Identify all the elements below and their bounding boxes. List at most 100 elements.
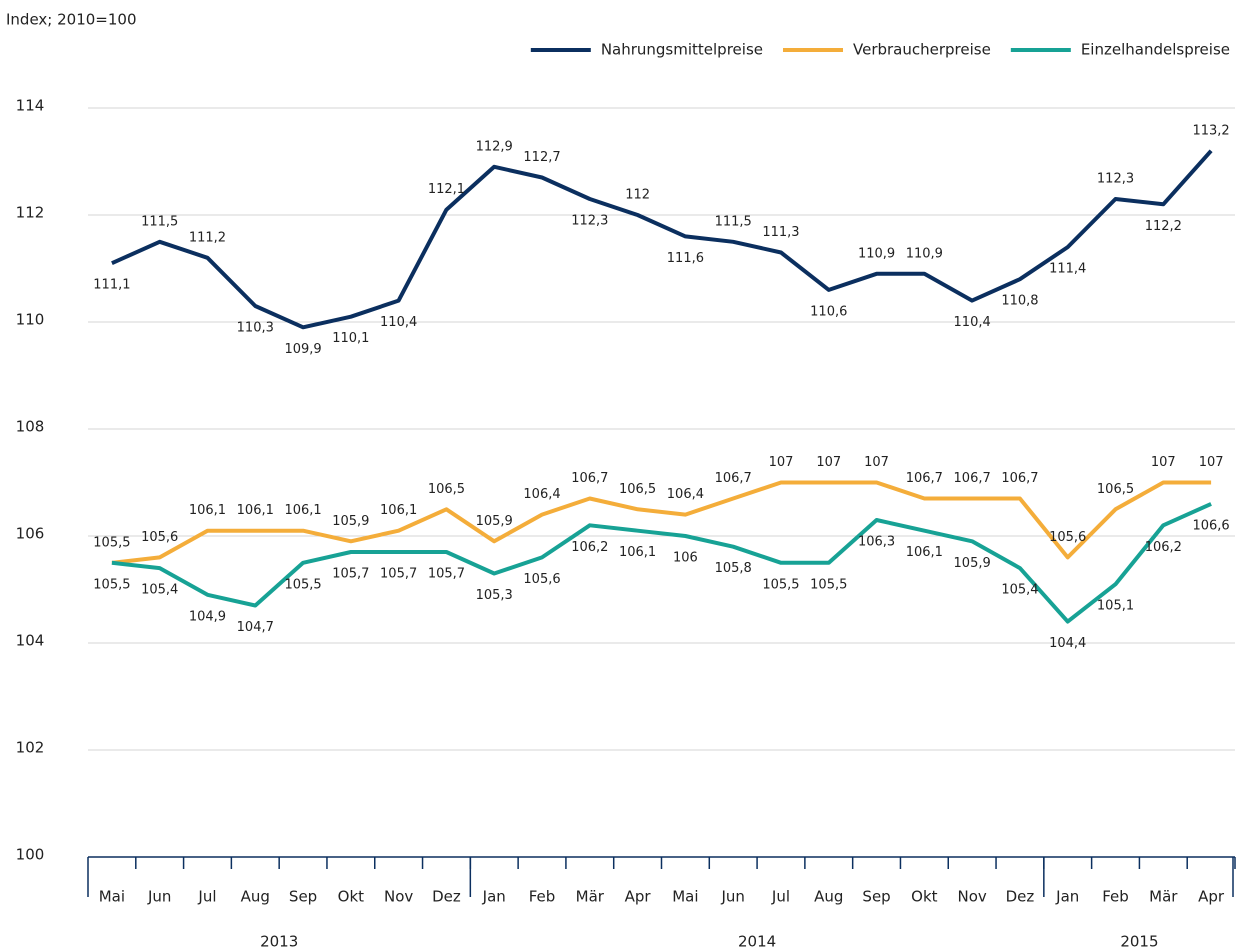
- data-label: 106,1: [619, 545, 656, 560]
- legend-label: Einzelhandelspreise: [1081, 41, 1230, 59]
- data-label: 110,4: [380, 315, 417, 330]
- data-label: 104,7: [237, 620, 274, 635]
- series-line: [111, 502, 1212, 624]
- data-label: 104,4: [1049, 636, 1086, 651]
- data-label: 105,5: [284, 577, 321, 592]
- data-label: 106,3: [858, 534, 895, 549]
- group-label: 2013: [260, 933, 298, 948]
- x-tick-label: Jun: [147, 888, 171, 906]
- data-label: 105,4: [1001, 583, 1038, 598]
- y-axis-label: Index; 2010=100: [6, 11, 137, 29]
- data-label: 110,4: [954, 315, 991, 330]
- group-label: 2015: [1120, 933, 1158, 948]
- data-label: 111,3: [762, 225, 799, 240]
- data-label: 106,5: [428, 482, 465, 497]
- data-label: 110,3: [237, 320, 274, 335]
- data-label: 106,7: [954, 471, 991, 486]
- x-tick-label: Mär: [1149, 888, 1178, 906]
- data-label: 105,6: [523, 572, 560, 587]
- data-label: 107: [864, 455, 889, 470]
- data-label: 111,1: [93, 278, 130, 293]
- y-tick-label: 102: [16, 739, 45, 757]
- data-label: 104,9: [189, 609, 226, 624]
- data-label: 106: [673, 551, 698, 566]
- y-tick-label: 100: [16, 846, 45, 864]
- series-line: [111, 149, 1213, 330]
- data-label: 105,5: [93, 535, 130, 550]
- data-label: 106,1: [906, 545, 943, 560]
- x-tick-label: Dez: [432, 888, 461, 906]
- data-label: 106,1: [284, 503, 321, 518]
- data-label: 110,9: [858, 246, 895, 261]
- data-label: 105,7: [380, 567, 417, 582]
- x-tick-label: Okt: [338, 888, 364, 906]
- data-label: 105,7: [332, 567, 369, 582]
- y-tick-label: 114: [16, 97, 45, 115]
- data-label: 106,4: [523, 487, 560, 502]
- data-label: 105,9: [332, 514, 369, 529]
- legend-label: Nahrungsmittelpreise: [601, 41, 763, 59]
- series-line: [111, 480, 1212, 565]
- y-tick-label: 106: [16, 525, 45, 543]
- data-label: 105,5: [810, 577, 847, 592]
- data-label: 111,4: [1049, 262, 1086, 277]
- x-tick-label: Aug: [241, 888, 270, 906]
- data-label: 106,5: [619, 482, 656, 497]
- y-tick-label: 110: [16, 311, 45, 329]
- data-label: 110,9: [906, 246, 943, 261]
- x-tick-label: Apr: [1198, 888, 1225, 906]
- data-label: 112,1: [428, 182, 465, 197]
- data-label: 113,2: [1192, 123, 1229, 138]
- data-label: 105,3: [476, 588, 513, 603]
- x-tick-label: Jul: [771, 888, 790, 906]
- y-tick-label: 112: [16, 204, 45, 222]
- data-label: 111,5: [141, 214, 178, 229]
- x-tick-label: Jan: [1055, 888, 1079, 906]
- data-label: 106,2: [571, 540, 608, 555]
- x-tick-label: Feb: [529, 888, 556, 906]
- data-label: 106,7: [1001, 471, 1038, 486]
- data-label: 105,9: [954, 556, 991, 571]
- data-label: 107: [1199, 455, 1224, 470]
- data-label: 107: [769, 455, 794, 470]
- data-label: 105,4: [141, 583, 178, 598]
- data-label: 105,1: [1097, 599, 1134, 614]
- data-label: 105,8: [715, 561, 752, 576]
- group-label: 2014: [738, 933, 776, 948]
- x-tick-label: Dez: [1006, 888, 1035, 906]
- x-tick-label: Nov: [384, 888, 413, 906]
- data-label: 110,1: [332, 331, 369, 346]
- y-tick-label: 104: [16, 632, 45, 650]
- data-label: 105,6: [141, 530, 178, 545]
- x-tick-label: Feb: [1102, 888, 1129, 906]
- x-tick-label: Nov: [958, 888, 987, 906]
- x-tick-label: Jul: [197, 888, 216, 906]
- x-tick-label: Mai: [99, 888, 125, 906]
- data-label: 106,2: [1145, 540, 1182, 555]
- data-label: 105,5: [762, 577, 799, 592]
- data-label: 112,2: [1145, 219, 1182, 234]
- data-label: 112: [625, 188, 650, 203]
- data-label: 112,7: [523, 150, 560, 165]
- data-label: 111,2: [189, 230, 226, 245]
- x-tick-label: Mai: [672, 888, 698, 906]
- data-label: 106,5: [1097, 482, 1134, 497]
- x-tick-label: Aug: [814, 888, 843, 906]
- data-label: 105,6: [1049, 530, 1086, 545]
- data-label: 106,1: [380, 503, 417, 518]
- data-label: 106,6: [1192, 518, 1229, 533]
- x-tick-label: Okt: [911, 888, 937, 906]
- data-label: 107: [1151, 455, 1176, 470]
- x-tick-label: Mär: [576, 888, 605, 906]
- data-label: 106,1: [237, 503, 274, 518]
- data-label: 112,3: [1097, 171, 1134, 186]
- data-label: 106,7: [906, 471, 943, 486]
- x-tick-label: Apr: [625, 888, 652, 906]
- data-label: 105,9: [476, 514, 513, 529]
- data-label: 111,6: [667, 251, 704, 266]
- data-label: 106,7: [571, 471, 608, 486]
- data-label: 105,5: [93, 577, 130, 592]
- data-label: 106,4: [667, 487, 704, 502]
- data-label: 112,3: [571, 213, 608, 228]
